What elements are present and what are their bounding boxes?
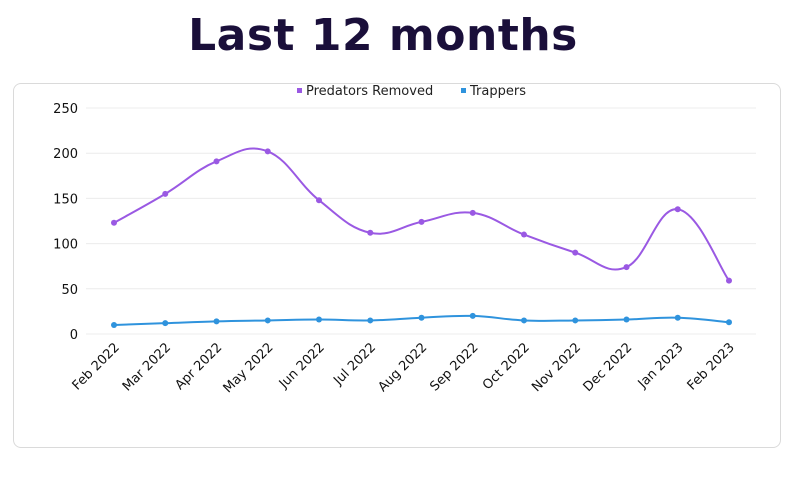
- data-point: [469, 209, 476, 216]
- x-tick-label: Jan 2023: [635, 340, 687, 392]
- y-tick-label: 0: [70, 328, 78, 343]
- legend: Predators Removed Trappers: [297, 84, 526, 99]
- x-tick-label: Aug 2022: [375, 340, 430, 395]
- data-point: [162, 320, 169, 327]
- y-tick-label: 250: [53, 102, 78, 117]
- x-tick-label: May 2022: [221, 340, 277, 396]
- data-point: [623, 264, 630, 271]
- data-point: [367, 317, 374, 324]
- x-tick-label: Jun 2022: [276, 340, 328, 392]
- series-group: [111, 147, 732, 328]
- data-point: [726, 277, 732, 284]
- y-tick-label: 50: [61, 283, 78, 298]
- chart-card: [13, 83, 781, 448]
- data-point: [264, 148, 271, 155]
- y-axis: 0 50 100 150 200 250: [53, 102, 78, 343]
- x-tick-label: Dec 2022: [581, 340, 636, 395]
- legend-swatch-predators: [297, 88, 302, 93]
- data-point: [316, 316, 322, 323]
- series-predators-removed: [111, 147, 732, 284]
- data-point: [674, 314, 681, 321]
- data-point: [213, 318, 220, 325]
- x-tick-label: Nov 2022: [529, 340, 584, 395]
- data-point: [316, 197, 322, 204]
- legend-label-trappers: Trappers: [469, 84, 526, 99]
- data-point: [674, 206, 681, 213]
- data-point: [726, 319, 732, 326]
- data-point: [418, 314, 425, 321]
- x-tick-label: Jul 2022: [330, 340, 379, 389]
- legend-swatch-trappers: [461, 88, 466, 93]
- data-point: [623, 316, 630, 323]
- data-point: [521, 317, 527, 324]
- series-trappers: [111, 312, 732, 328]
- data-point: [111, 219, 117, 226]
- x-tick-label: Mar 2022: [120, 340, 174, 394]
- page-title: Last 12 months: [188, 10, 578, 61]
- data-point: [469, 312, 476, 319]
- y-tick-label: 200: [53, 147, 78, 162]
- series-line: [113, 147, 730, 282]
- data-point: [572, 317, 579, 324]
- x-tick-label: Feb 2022: [70, 340, 123, 393]
- data-point: [572, 249, 579, 256]
- data-point: [111, 321, 117, 328]
- data-point: [367, 229, 374, 236]
- x-tick-label: Apr 2022: [172, 340, 225, 393]
- y-tick-label: 100: [53, 238, 78, 253]
- data-point: [213, 158, 220, 165]
- x-tick-label: Oct 2022: [480, 340, 533, 393]
- data-point: [162, 190, 169, 197]
- x-tick-label: Sep 2022: [427, 340, 481, 394]
- data-point: [418, 218, 425, 225]
- data-point: [521, 231, 527, 238]
- legend-label-predators: Predators Removed: [306, 84, 433, 99]
- x-tick-label: Feb 2023: [685, 340, 738, 393]
- data-point: [264, 317, 271, 324]
- grid: [86, 107, 756, 335]
- y-tick-label: 150: [53, 192, 78, 207]
